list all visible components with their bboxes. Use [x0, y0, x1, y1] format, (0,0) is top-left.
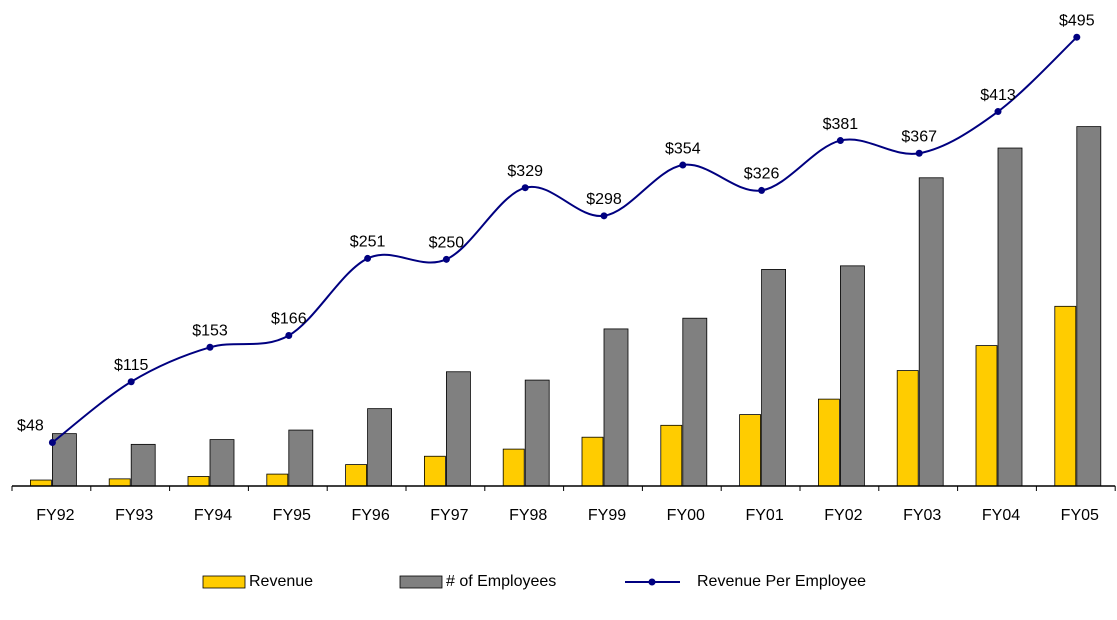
data-label: $48: [17, 418, 44, 435]
legend-label: Revenue Per Employee: [697, 573, 866, 590]
marker: [915, 149, 923, 157]
x-tick-label: FY92: [36, 507, 74, 524]
bar: [918, 177, 944, 487]
data-label: $495: [1059, 12, 1095, 29]
bar: [423, 455, 446, 487]
data-label: $153: [192, 322, 228, 339]
legend-label: Revenue: [249, 573, 313, 590]
marker: [600, 212, 608, 220]
bar: [761, 269, 786, 487]
data-label: $250: [429, 235, 465, 252]
marker: [758, 186, 766, 194]
bar: [29, 479, 52, 487]
x-tick-label: FY00: [667, 507, 705, 524]
bar: [345, 464, 368, 487]
data-label: $166: [271, 311, 307, 328]
marker: [285, 331, 293, 339]
marker: [521, 184, 529, 192]
bar: [1054, 305, 1077, 487]
marker: [364, 254, 372, 262]
x-tick-label: FY99: [588, 507, 626, 524]
marker: [442, 255, 450, 263]
bar: [818, 398, 840, 487]
data-label: $354: [665, 140, 701, 157]
bar: [603, 328, 629, 487]
data-label: $329: [507, 163, 543, 180]
bar: [660, 424, 683, 487]
x-tick-label: FY98: [509, 507, 547, 524]
bar: [997, 147, 1023, 487]
marker: [836, 137, 844, 145]
x-tick-label: FY01: [745, 507, 783, 524]
data-label: $115: [114, 357, 149, 374]
legend-swatch: [202, 575, 246, 589]
data-label: $413: [980, 87, 1016, 104]
bar: [130, 443, 156, 487]
x-tick-label: FY03: [903, 507, 941, 524]
legend-label: # of Employees: [446, 573, 556, 590]
bar: [581, 436, 604, 487]
bar: [1076, 126, 1102, 487]
bar: [288, 429, 314, 487]
data-label: $381: [823, 116, 859, 133]
bar: [840, 265, 865, 487]
data-label: $367: [901, 128, 937, 145]
bar: [739, 414, 761, 487]
x-tick-label: FY95: [273, 507, 311, 524]
x-tick-label: FY05: [1061, 507, 1099, 524]
bar: [682, 317, 708, 487]
legend-swatch: [399, 575, 443, 589]
bar: [896, 370, 919, 487]
x-tick-label: FY94: [194, 507, 232, 524]
legend-marker: [648, 578, 656, 586]
bar: [524, 379, 550, 487]
marker: [994, 108, 1002, 116]
x-tick-label: FY04: [982, 507, 1020, 524]
marker: [679, 161, 687, 169]
bar: [108, 478, 131, 487]
bar: [266, 473, 289, 487]
marker: [206, 343, 214, 351]
x-tick-label: FY96: [351, 507, 389, 524]
bar: [52, 433, 77, 487]
x-tick-label: FY97: [430, 507, 468, 524]
bar: [209, 439, 235, 487]
bar: [367, 408, 393, 487]
bar: [975, 345, 998, 487]
x-tick-label: FY93: [115, 507, 153, 524]
bar: [445, 371, 471, 487]
marker: [48, 438, 56, 446]
marker: [1073, 33, 1081, 41]
data-label: $251: [350, 234, 386, 251]
line: [51, 36, 1078, 444]
data-label: $326: [744, 166, 780, 183]
data-label: $298: [586, 191, 622, 208]
bar: [502, 448, 525, 487]
bar: [187, 476, 210, 487]
marker: [127, 378, 135, 386]
x-tick-label: FY02: [824, 507, 862, 524]
